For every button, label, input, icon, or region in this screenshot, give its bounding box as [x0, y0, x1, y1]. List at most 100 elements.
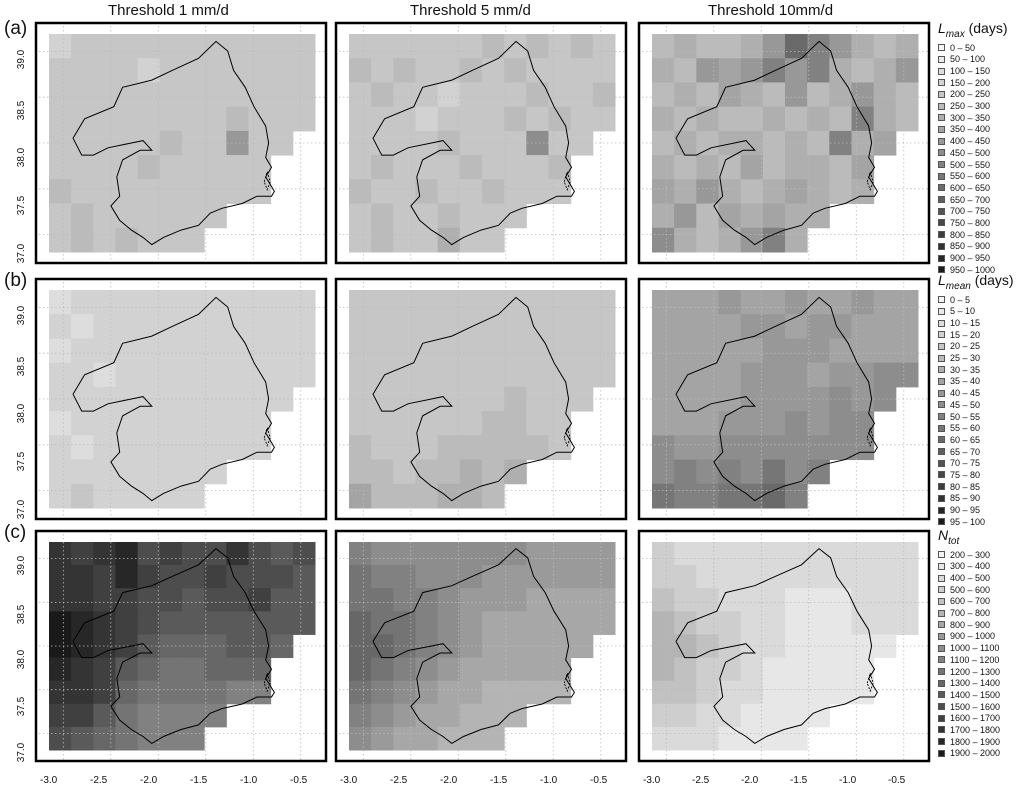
legend-label: 600 – 700: [950, 596, 991, 607]
heatmap-cell: [718, 588, 742, 612]
heatmap-cell: [93, 82, 116, 108]
heatmap-cell: [762, 34, 786, 59]
heatmap-cell: [740, 179, 764, 205]
heatmap-cell: [785, 58, 808, 83]
heatmap-cell: [71, 290, 94, 315]
heatmap-cell: [226, 386, 249, 412]
heatmap-cell: [851, 338, 875, 364]
heatmap-cell: [851, 179, 875, 205]
heatmap-cell: [270, 634, 294, 659]
heatmap-cell: [851, 411, 875, 436]
heatmap-cell: [762, 435, 786, 461]
heatmap-cell: [415, 565, 439, 589]
x-tick-label: -3.0: [340, 775, 358, 786]
heatmap-cell: [851, 155, 875, 180]
heatmap-cell: [762, 155, 786, 180]
heatmap-cell: [526, 565, 549, 589]
heatmap-cell: [674, 483, 697, 509]
legend-swatch: [938, 459, 945, 467]
heatmap-cell: [459, 726, 483, 751]
heatmap-cell: [71, 565, 94, 589]
heatmap-cell: [459, 611, 483, 635]
heatmap-cell: [504, 542, 527, 566]
heatmap-cell: [526, 611, 549, 635]
heatmap-cell: [415, 611, 439, 635]
heatmap-cell: [873, 588, 897, 612]
heatmap-cell: [71, 338, 94, 364]
heatmap-cell: [115, 290, 139, 315]
heatmap-cell: [652, 680, 675, 705]
y-tick-label: 37.5: [16, 195, 28, 216]
heatmap-cell: [182, 657, 205, 682]
heatmap-cell: [137, 34, 161, 59]
heatmap-cell: [349, 179, 372, 205]
heatmap-cell: [137, 588, 161, 612]
heatmap-cell: [652, 34, 675, 59]
row-label-c: (c): [4, 522, 27, 543]
heatmap-cell: [652, 657, 675, 682]
heatmap-cell: [226, 82, 249, 108]
legend-swatch: [938, 254, 945, 262]
legend-swatch: [938, 219, 945, 227]
heatmap-cell: [570, 634, 594, 659]
heatmap-cell: [115, 58, 139, 83]
legend-swatch: [938, 506, 945, 514]
heatmap-cell: [740, 565, 764, 589]
heatmap-cell: [785, 386, 808, 412]
heatmap-cell: [248, 314, 272, 339]
heatmap-cell: [740, 634, 764, 659]
heatmap-cell: [270, 58, 294, 83]
heatmap-cell: [349, 680, 372, 705]
legend-label: 15 – 20: [950, 329, 981, 340]
heatmap-cell: [349, 155, 372, 180]
legend-swatch: [938, 703, 945, 711]
y-tick-label: 38.5: [16, 356, 28, 377]
heatmap-cell: [652, 179, 675, 205]
heatmap-cell: [292, 611, 316, 635]
heatmap-cell: [270, 611, 294, 635]
heatmap-cell: [459, 411, 483, 436]
heatmap-cell: [248, 106, 272, 132]
heatmap-cell: [504, 203, 527, 229]
heatmap-cell: [415, 411, 439, 436]
legend-swatch: [938, 184, 945, 192]
legend-item: 500 – 600: [932, 584, 1000, 596]
heatmap-cell: [371, 634, 394, 659]
heatmap-cell: [248, 657, 272, 682]
legend-swatch: [938, 242, 945, 250]
heatmap-cell: [762, 106, 786, 132]
heatmap-cell: [71, 155, 94, 180]
legend-swatch: [938, 354, 945, 362]
legend-swatch: [938, 137, 945, 145]
legend-item: 950 – 1000: [932, 264, 1008, 276]
heatmap-cell: [49, 179, 72, 205]
legend-label: 100 – 150: [950, 66, 991, 77]
heatmap-cell: [437, 459, 461, 485]
heatmap-cell: [504, 290, 527, 315]
heatmap-cell: [504, 657, 527, 682]
heatmap-cell: [829, 362, 852, 388]
heatmap-cell: [49, 227, 72, 253]
heatmap-cell: [137, 362, 161, 388]
heatmap-cell: [349, 82, 372, 108]
heatmap-cell: [652, 726, 675, 751]
heatmap-cell: [248, 179, 272, 205]
heatmap-cell: [674, 34, 697, 59]
heatmap-cell: [248, 680, 272, 705]
heatmap-cell: [785, 726, 808, 751]
heatmap-cell: [371, 657, 394, 682]
heatmap-cell: [570, 338, 594, 364]
heatmap-cell: [437, 203, 461, 229]
heatmap-cell: [696, 483, 719, 509]
legend-item: 50 – 55: [932, 411, 1014, 423]
panel-lmean-threshold-1: [34, 277, 328, 521]
heatmap-cell: [674, 290, 697, 315]
heatmap-cell: [349, 203, 372, 229]
heatmap-cell: [674, 82, 697, 108]
heatmap-cell: [415, 227, 439, 253]
legend-swatch: [938, 436, 945, 444]
legend-label: 950 – 1000: [950, 264, 996, 275]
legend-item: 150 – 200: [932, 77, 1008, 89]
legend-swatch: [938, 319, 945, 327]
row-label-b: (b): [4, 270, 28, 291]
